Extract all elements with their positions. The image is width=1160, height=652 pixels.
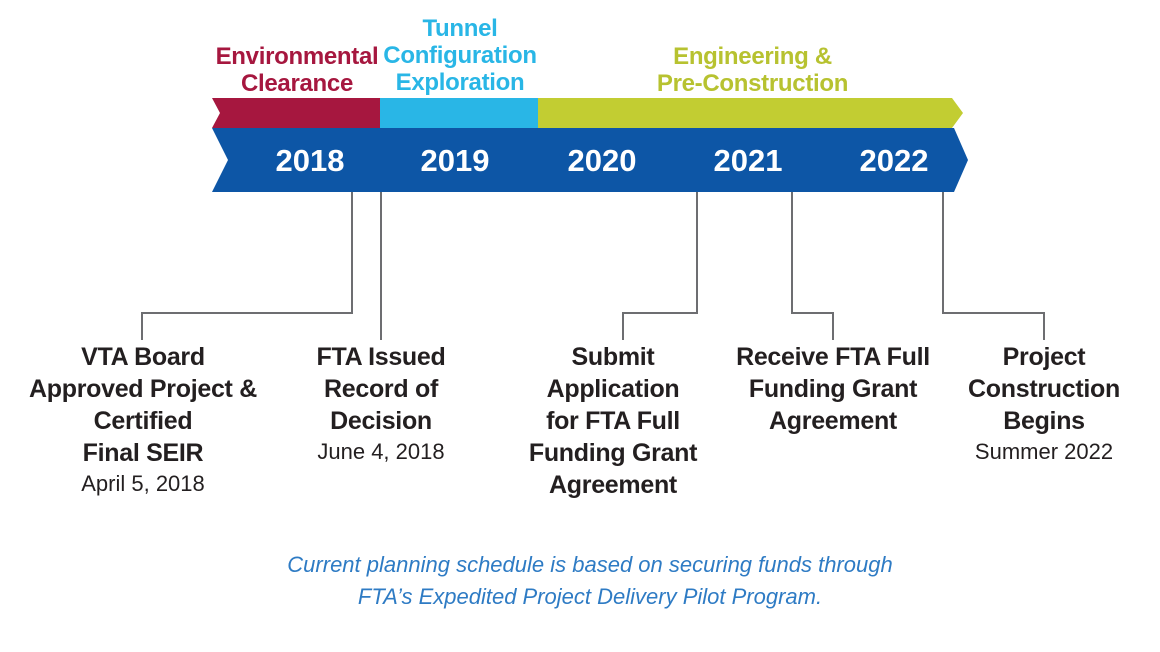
milestone-title-line: Receive FTA Full	[736, 343, 930, 371]
year-label-2021: 2021	[714, 143, 783, 178]
milestone-title-line: Final SEIR	[82, 439, 204, 467]
milestone-title-line: Submit	[571, 343, 655, 371]
milestone-title-line: Record of	[324, 375, 438, 403]
footnote: Current planning schedule is based on se…	[230, 549, 950, 613]
milestone-title-line: Funding Grant	[528, 439, 698, 467]
year-label-2020: 2020	[568, 143, 637, 178]
phase-label-line: Environmental	[215, 43, 379, 70]
milestone-fta-record-of-decision: FTA Issued Record of Decision June 4, 20…	[231, 341, 531, 467]
milestone-title-line: Funding Grant	[748, 375, 918, 403]
milestone-title-line: Construction	[968, 375, 1120, 403]
year-timeline-arrow	[212, 128, 968, 192]
connector-line-milestone-4	[791, 192, 834, 340]
milestone-title-line: Decision	[330, 407, 432, 435]
milestone-title-line: Begins	[1003, 407, 1085, 435]
milestone-title: FTA Issued Record of Decision	[231, 341, 531, 437]
phase-bar-engineering	[538, 98, 963, 128]
milestone-date: June 4, 2018	[317, 439, 445, 464]
milestone-date: April 5, 2018	[81, 471, 205, 496]
connector-line-milestone-5	[942, 192, 1045, 340]
milestone-title-line: FTA Issued	[316, 343, 446, 371]
milestone-construction-begins: Project Construction Begins Summer 2022	[894, 341, 1160, 467]
milestone-title: VTA Board Approved Project & Certified F…	[0, 341, 293, 469]
milestone-title: Project Construction Begins	[894, 341, 1160, 437]
connector-line-milestone-3	[622, 192, 698, 340]
phase-label-line: Exploration	[395, 69, 525, 96]
year-label-2019: 2019	[421, 143, 490, 178]
milestone-title: Receive FTA Full Funding Grant Agreement	[683, 341, 983, 437]
milestone-title-line: Application	[546, 375, 680, 403]
milestone-receive-fta-grant: Receive FTA Full Funding Grant Agreement	[683, 341, 983, 437]
milestone-title-line: Certified	[93, 407, 193, 435]
footnote-line: Current planning schedule is based on se…	[287, 552, 893, 577]
phase-label-line: Pre-Construction	[656, 70, 849, 97]
milestone-title-line: Agreement	[769, 407, 897, 435]
phase-label-engineering: Engineering & Pre-Construction	[640, 43, 865, 97]
phase-label-line: Configuration	[383, 42, 537, 69]
milestone-title-line: Agreement	[549, 471, 677, 499]
phase-label-tunnel-configuration: Tunnel Configuration Exploration	[380, 15, 540, 96]
phase-label-environmental-clearance: Environmental Clearance	[212, 43, 382, 97]
connector-line-milestone-1	[141, 192, 353, 340]
year-label-2022: 2022	[860, 143, 929, 178]
milestone-title-line: Approved Project &	[29, 375, 257, 403]
phase-bar-environmental-clearance	[212, 98, 382, 128]
milestone-title-line: for FTA Full	[546, 407, 680, 435]
year-label-2018: 2018	[276, 143, 345, 178]
phase-label-line: Engineering &	[673, 43, 832, 70]
milestone-vta-board-approved: VTA Board Approved Project & Certified F…	[0, 341, 293, 499]
milestone-title-line: Project	[1002, 343, 1086, 371]
milestone-date: Summer 2022	[974, 439, 1114, 464]
milestone-title-line: VTA Board	[81, 343, 205, 371]
phase-label-line: Clearance	[240, 70, 354, 97]
milestone-submit-application: Submit Application for FTA Full Funding …	[463, 341, 763, 501]
footnote-line: FTA’s Expedited Project Delivery Pilot P…	[357, 584, 823, 609]
phase-label-line: Tunnel	[422, 15, 498, 42]
phase-bar-tunnel-configuration	[380, 98, 540, 128]
milestone-title: Submit Application for FTA Full Funding …	[463, 341, 763, 501]
